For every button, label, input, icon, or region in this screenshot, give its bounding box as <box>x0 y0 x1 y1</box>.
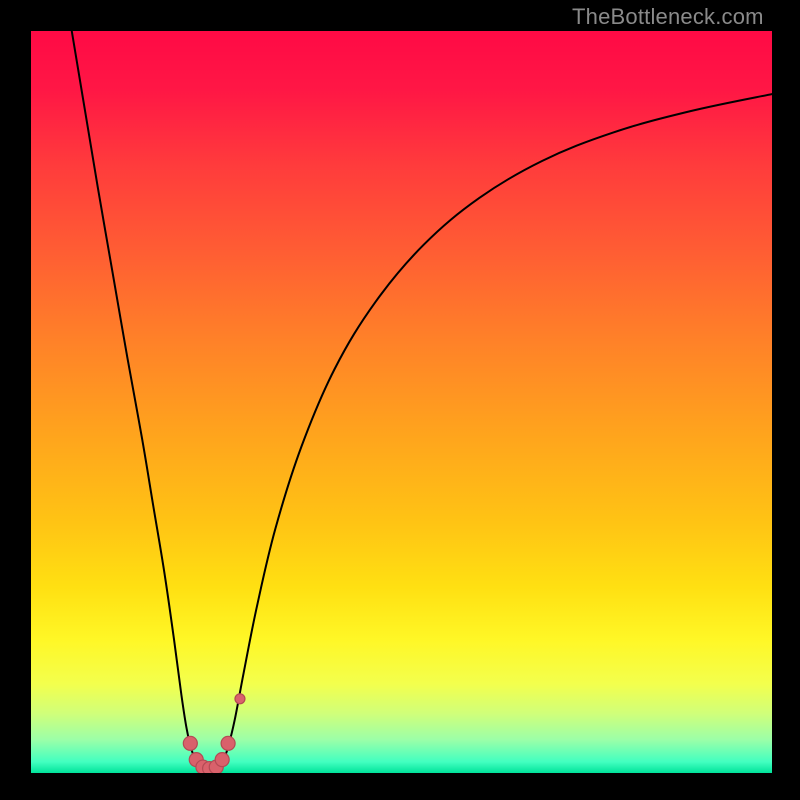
optimal-marker <box>221 736 235 750</box>
bottleneck-curve-chart <box>31 31 772 773</box>
optimal-marker <box>215 753 229 767</box>
optimal-marker <box>183 736 197 750</box>
gradient-background <box>31 31 772 773</box>
plot-area <box>31 31 772 773</box>
chart-stage: TheBottleneck.com <box>0 0 800 800</box>
optimal-marker <box>235 694 245 704</box>
watermark-text: TheBottleneck.com <box>572 4 764 30</box>
